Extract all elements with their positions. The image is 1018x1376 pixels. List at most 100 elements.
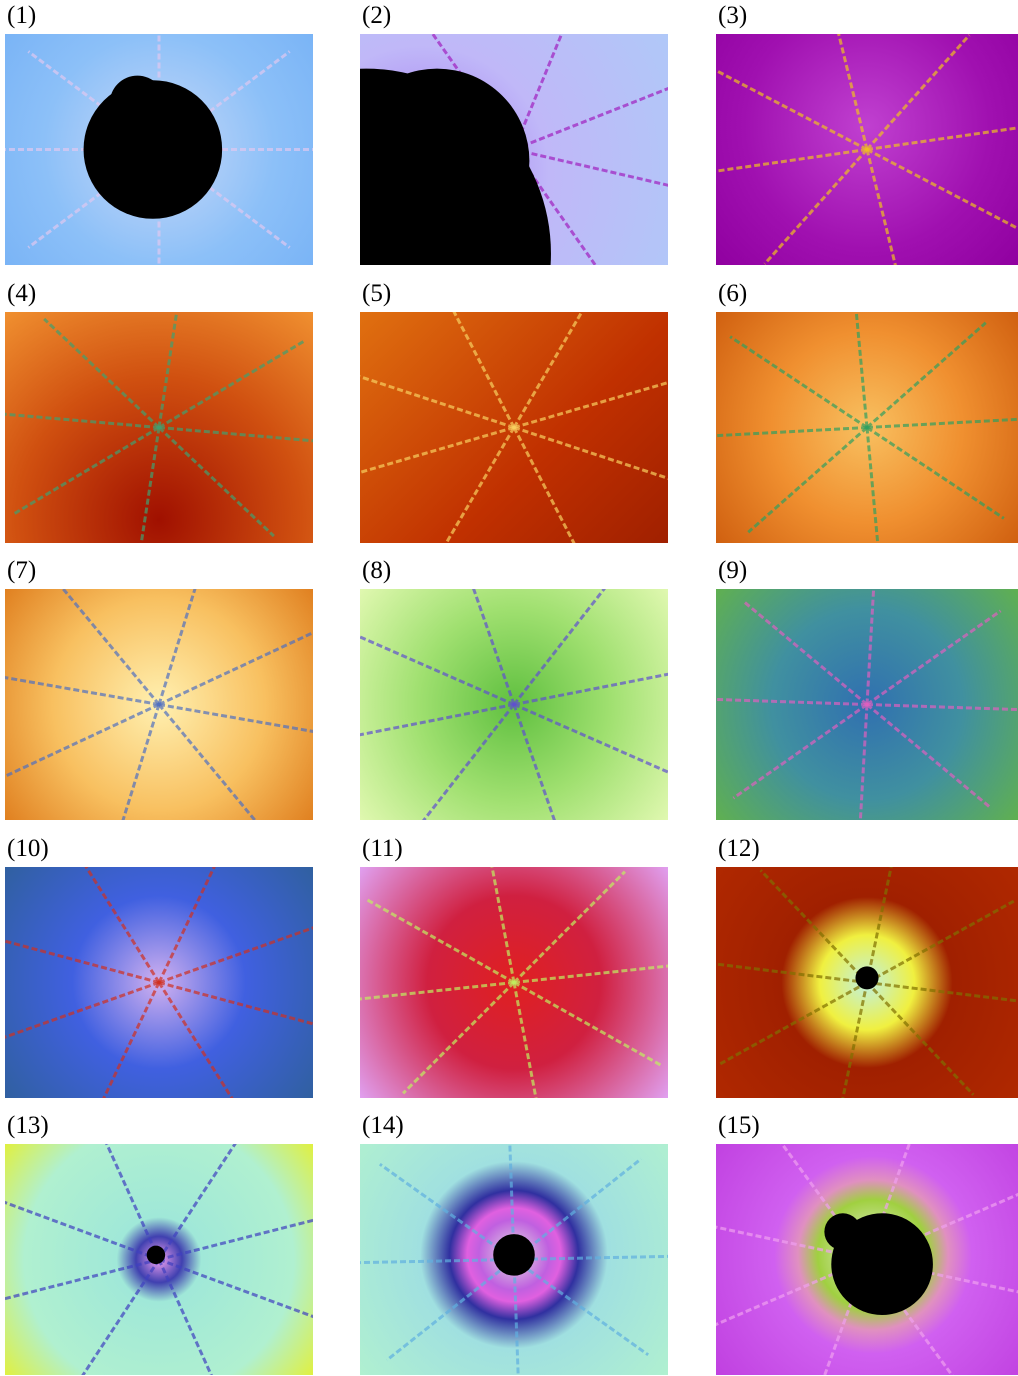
filament <box>512 982 538 1098</box>
panel-label: (8) <box>362 557 392 584</box>
filament <box>866 148 1018 230</box>
filament <box>402 981 516 1095</box>
filament <box>365 897 515 984</box>
filament <box>512 589 606 706</box>
filament <box>157 703 257 820</box>
panel-label: (6) <box>718 280 748 307</box>
filament <box>360 981 515 1001</box>
filament <box>866 981 1018 1003</box>
filament <box>43 317 161 429</box>
fractal-detail <box>5 867 313 1098</box>
panel-label: (13) <box>7 1112 49 1139</box>
fractal-image <box>716 312 1018 543</box>
filament <box>5 676 160 706</box>
filament <box>716 426 868 438</box>
filament <box>716 697 868 706</box>
filament <box>513 981 663 1068</box>
fractal-detail <box>716 312 1018 543</box>
fractal-image <box>5 589 313 820</box>
filament <box>513 381 668 429</box>
filament <box>61 589 161 706</box>
set-body <box>824 1213 862 1251</box>
panel-label: (9) <box>718 557 748 584</box>
fractal-image <box>5 867 313 1098</box>
fractal-detail <box>716 589 1018 820</box>
set-body <box>855 966 879 990</box>
fractal-detail <box>360 1144 668 1375</box>
panel-label: (15) <box>718 1112 760 1139</box>
panel-label: (4) <box>7 280 37 307</box>
filament <box>360 635 515 706</box>
panel-label: (1) <box>7 2 37 29</box>
filament <box>513 86 668 151</box>
fractal-image <box>360 867 668 1098</box>
fractal-detail <box>5 589 313 820</box>
fractal-detail <box>360 34 668 265</box>
filament <box>13 426 160 515</box>
filament <box>512 1259 520 1375</box>
filament <box>732 703 868 800</box>
fractal-detail <box>5 1144 313 1375</box>
filament <box>512 34 564 151</box>
filament <box>841 982 869 1098</box>
filament <box>5 1258 160 1301</box>
filament <box>513 703 668 774</box>
filament <box>158 926 313 984</box>
filament <box>158 703 313 733</box>
filament <box>729 335 868 429</box>
set-body <box>360 68 551 265</box>
filament <box>719 981 868 1066</box>
panel-label: (7) <box>7 557 37 584</box>
filament <box>865 427 880 543</box>
filament <box>5 1200 160 1261</box>
filament <box>472 589 516 705</box>
filament <box>858 704 869 820</box>
filament <box>157 589 197 705</box>
filament <box>360 703 515 737</box>
filament <box>5 981 160 1039</box>
fractal-detail <box>360 312 668 543</box>
filament <box>513 148 668 187</box>
fractal-image <box>5 1144 313 1375</box>
filament <box>512 148 598 265</box>
fractal-image <box>716 867 1018 1098</box>
filament <box>512 312 584 429</box>
panel-label: (14) <box>362 1112 404 1139</box>
filament <box>158 426 313 443</box>
filament <box>513 1157 643 1261</box>
filament <box>158 981 313 1026</box>
filament <box>385 1258 515 1362</box>
panel-label: (11) <box>362 835 403 862</box>
filament <box>865 867 893 983</box>
filament <box>716 148 868 173</box>
fractal-image <box>360 34 668 265</box>
filament <box>716 69 868 151</box>
filament <box>157 981 234 1098</box>
filament <box>512 870 626 984</box>
fractal-detail <box>360 589 668 820</box>
filament <box>121 704 161 820</box>
filament <box>513 964 668 984</box>
filament <box>157 1144 237 1261</box>
filament <box>158 631 313 706</box>
filament <box>866 703 991 808</box>
filament <box>422 703 516 820</box>
fractal-image <box>360 312 668 543</box>
filament <box>513 1254 668 1261</box>
fractal-detail <box>5 312 313 543</box>
filament <box>157 312 179 428</box>
filament <box>759 869 869 984</box>
filament <box>866 126 1018 151</box>
filament <box>139 427 161 543</box>
panel-label: (2) <box>362 2 392 29</box>
filament <box>743 601 868 706</box>
fractal-detail <box>716 1144 1018 1375</box>
filament <box>837 34 869 150</box>
fractal-image <box>5 34 313 265</box>
filament <box>378 1162 515 1261</box>
panel-label: (10) <box>7 835 49 862</box>
set-body <box>493 1234 535 1276</box>
filament <box>866 703 1018 712</box>
filament <box>854 312 869 428</box>
